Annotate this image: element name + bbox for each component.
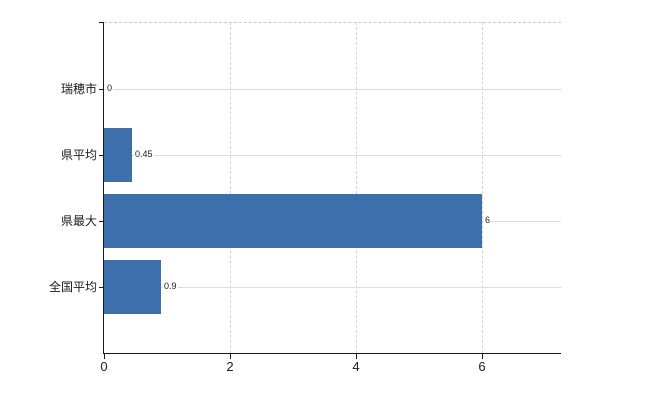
x-axis-tick bbox=[482, 354, 483, 359]
bar-value-label: 0.45 bbox=[134, 149, 154, 160]
bar-全国平均 bbox=[104, 260, 161, 314]
category-label-全国平均: 全国平均 bbox=[48, 280, 97, 294]
y-axis-tick bbox=[99, 287, 103, 288]
category-label-県平均: 県平均 bbox=[60, 148, 97, 162]
bar-value-label: 0.9 bbox=[163, 281, 178, 292]
category-label-県最大: 県最大 bbox=[60, 214, 97, 228]
x-tick-label: 4 bbox=[352, 359, 360, 374]
bar-value-label: 6 bbox=[484, 215, 492, 226]
bar-value-label: 0 bbox=[106, 83, 114, 94]
vertical-gridline bbox=[482, 22, 483, 353]
y-axis-tick bbox=[99, 221, 103, 222]
y-axis-tick bbox=[99, 89, 103, 90]
bar-県最大 bbox=[104, 194, 482, 248]
horizontal-gridline bbox=[104, 155, 561, 156]
x-tick-label: 2 bbox=[226, 359, 234, 374]
x-tick-label: 0 bbox=[100, 359, 108, 374]
bar-県平均 bbox=[104, 128, 132, 182]
x-tick-label: 6 bbox=[478, 359, 486, 374]
x-axis-tick bbox=[356, 354, 357, 359]
plot-top-border bbox=[104, 22, 561, 23]
vertical-gridline bbox=[356, 22, 357, 353]
y-axis-tick bbox=[99, 155, 103, 156]
x-axis-tick bbox=[230, 354, 231, 359]
x-axis-line bbox=[103, 353, 561, 354]
horizontal-gridline bbox=[104, 287, 561, 288]
y-axis-line bbox=[103, 22, 104, 353]
x-axis-tick bbox=[104, 354, 105, 359]
horizontal-gridline bbox=[104, 89, 561, 90]
vertical-gridline bbox=[230, 22, 231, 353]
plot-area: 0 0.45 6 0.9 瑞穂市県平均県最大全国平均 0 2 4 6 bbox=[49, 22, 561, 374]
category-label-瑞穂市: 瑞穂市 bbox=[60, 82, 97, 96]
y-axis-tick bbox=[99, 22, 103, 23]
